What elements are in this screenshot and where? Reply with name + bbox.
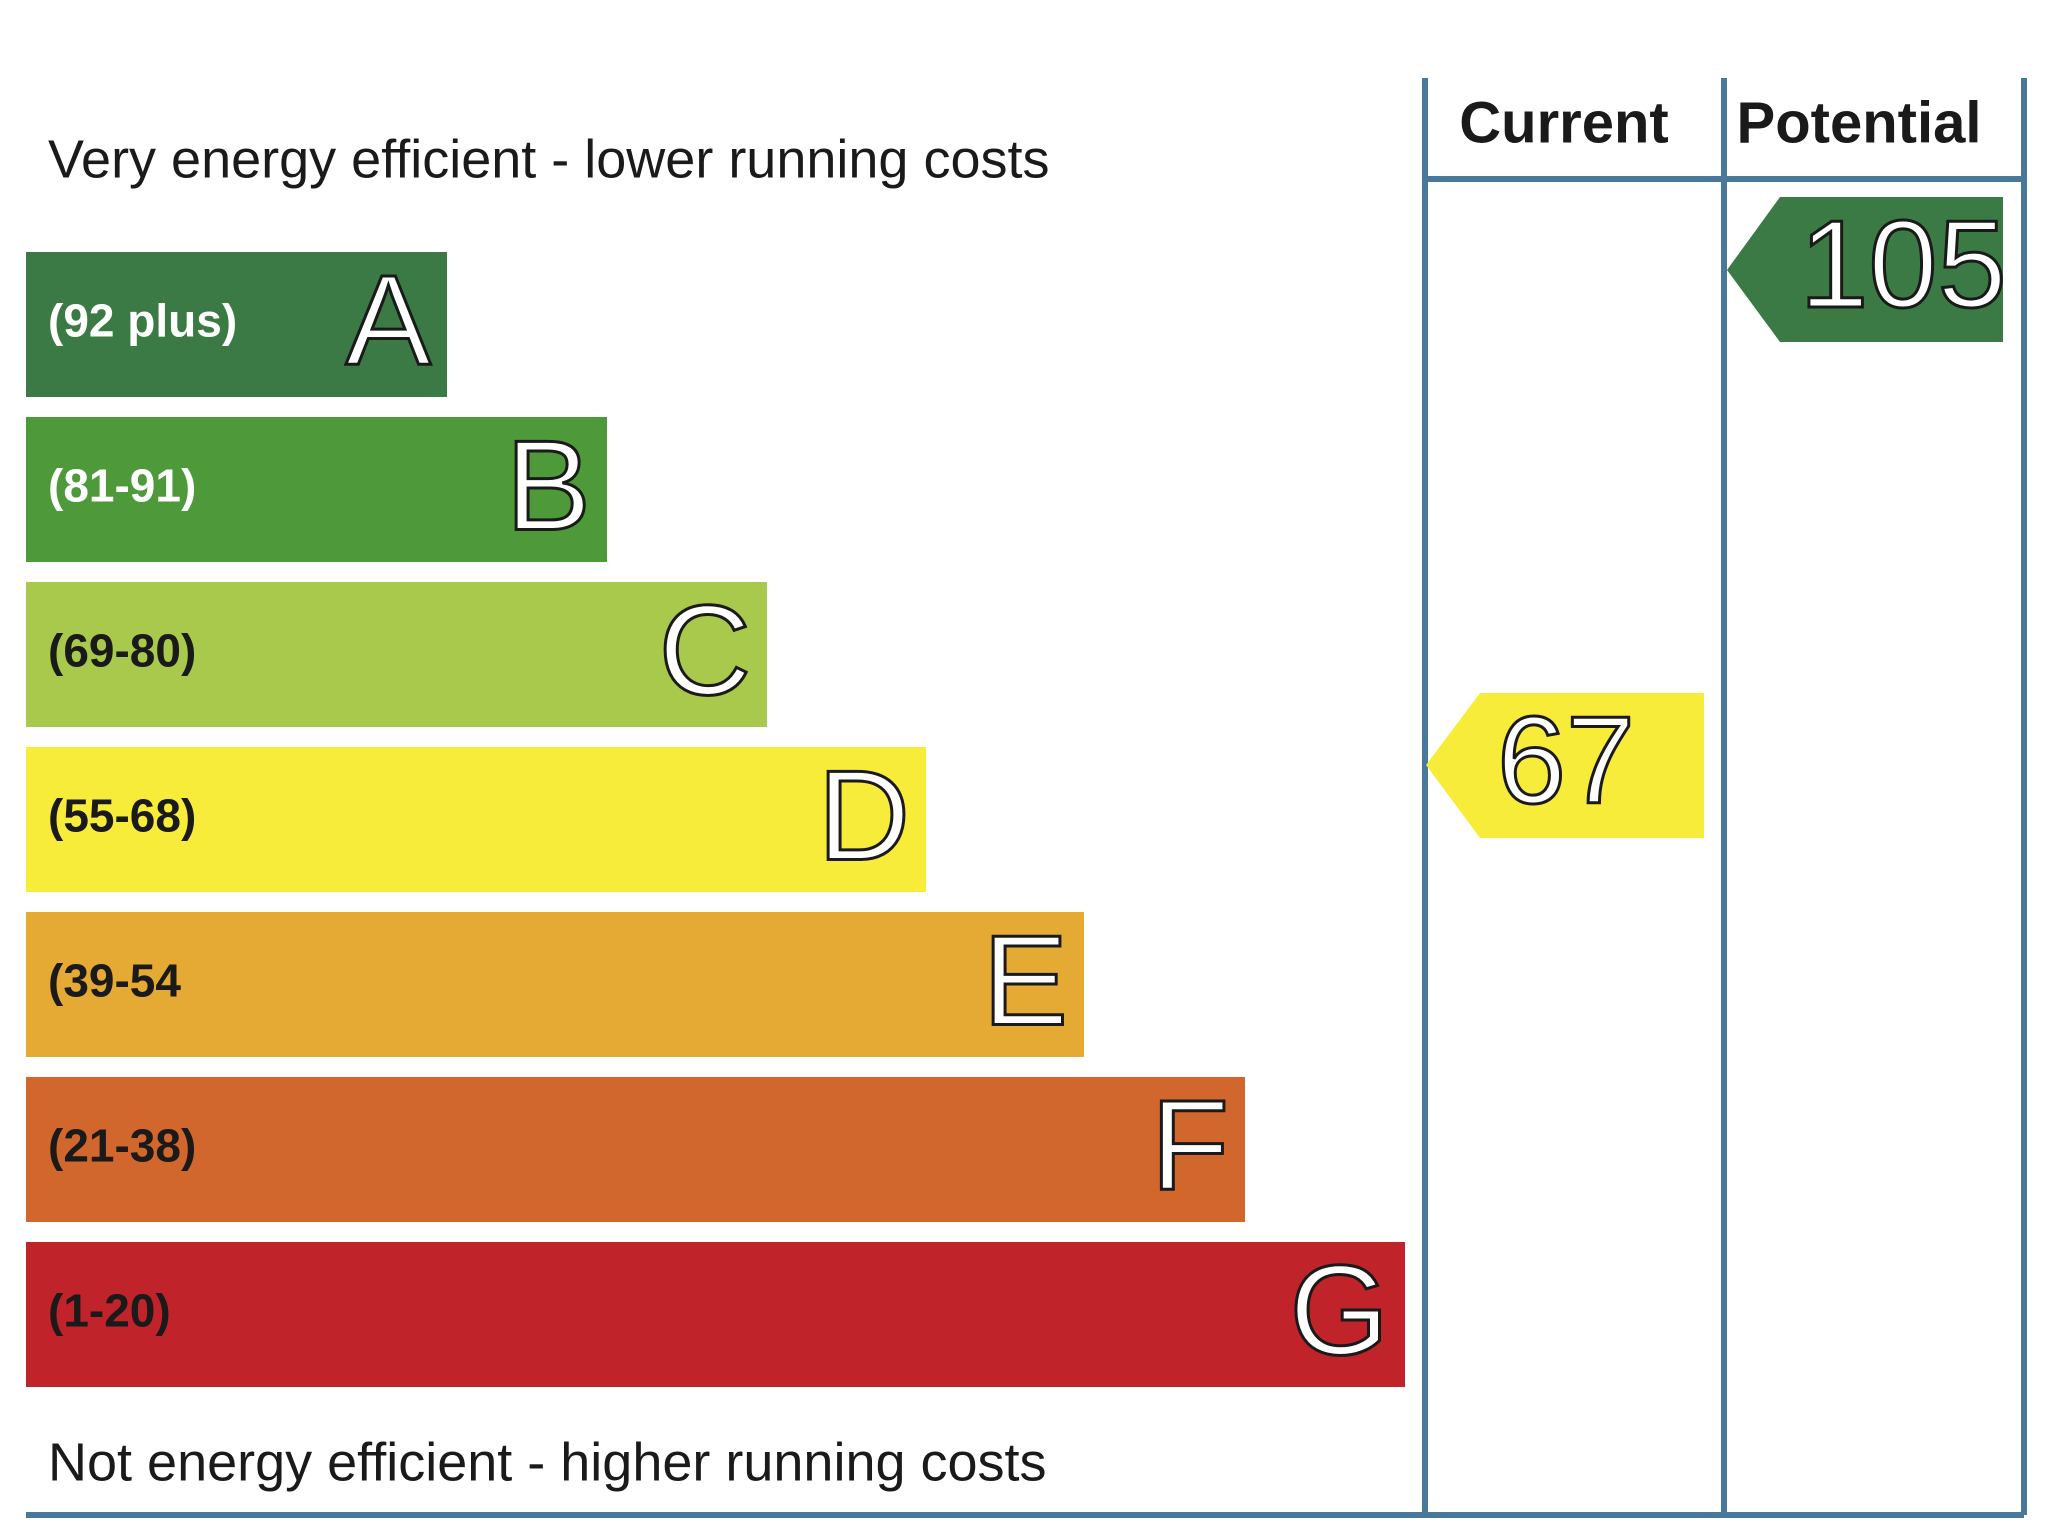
band — [26, 1242, 1405, 1387]
band-range: (69-80) — [48, 625, 196, 677]
column-header: Potential — [1737, 90, 1982, 155]
band — [26, 747, 926, 892]
band-range: (1-20) — [48, 1285, 171, 1337]
top-note: Very energy efficient - lower running co… — [48, 129, 1050, 189]
potential-arrow — [1727, 197, 2003, 342]
potential-value: 105 — [1800, 196, 2007, 334]
band-range: (21-38) — [48, 1120, 196, 1172]
band-letter: F — [1151, 1074, 1229, 1217]
band-letter: G — [1289, 1239, 1389, 1382]
band — [26, 582, 767, 727]
band-range: (81-91) — [48, 460, 196, 512]
current-arrow — [1426, 693, 1704, 838]
band — [26, 252, 447, 397]
band-range: (55-68) — [48, 790, 196, 842]
band — [26, 1077, 1245, 1222]
band-letter: A — [346, 249, 432, 392]
column-header: Current — [1459, 90, 1668, 155]
band — [26, 417, 607, 562]
band-letter: B — [506, 414, 591, 557]
bottom-note: Not energy efficient - higher running co… — [48, 1432, 1047, 1492]
band-range: (39-54 — [48, 955, 181, 1007]
current-value: 67 — [1497, 692, 1635, 830]
band-letter: D — [818, 744, 910, 887]
band-range: (92 plus) — [48, 295, 237, 347]
band — [26, 912, 1084, 1057]
band-letter: E — [983, 909, 1068, 1052]
band-letter: C — [659, 579, 751, 722]
